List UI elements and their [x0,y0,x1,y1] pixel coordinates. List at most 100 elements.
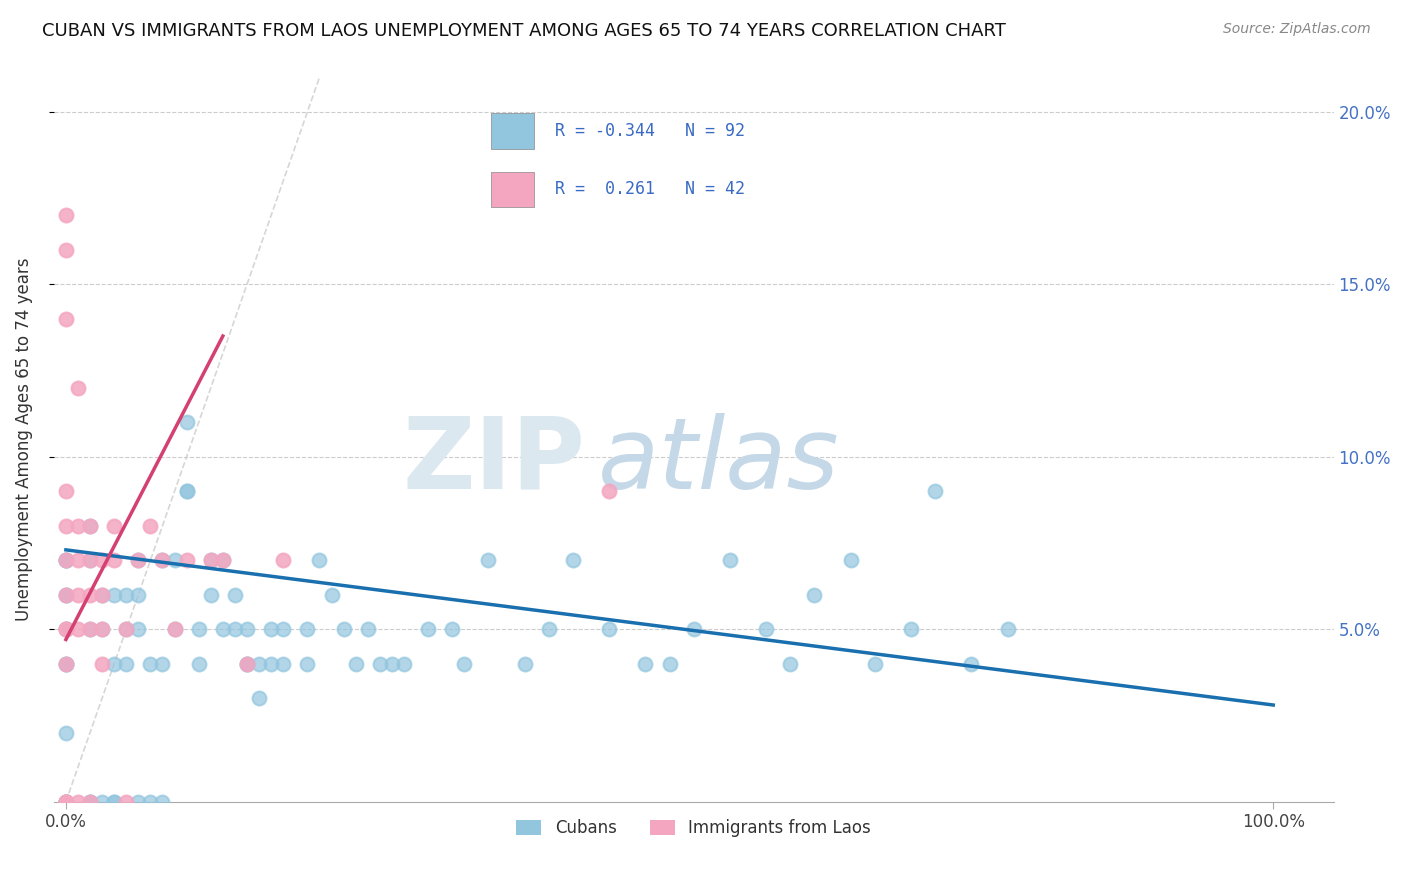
Point [55,518,77,533]
Point [55,795,77,809]
Point [103,518,125,533]
Point [152,657,174,671]
Point [79,518,101,533]
Point [139,795,162,809]
Text: ZIP: ZIP [402,413,585,509]
Point [55,622,77,636]
Point [537,622,560,636]
Point [297,622,319,636]
Point [453,657,475,671]
Point [803,588,825,602]
Point [416,622,439,636]
Point [163,622,186,636]
Point [634,657,657,671]
Point [139,657,162,671]
Point [900,622,922,636]
Point [297,657,319,671]
Point [236,657,259,671]
Point [103,553,125,567]
Point [103,795,125,809]
Point [357,622,380,636]
Point [79,795,101,809]
Point [200,553,222,567]
Point [91,553,114,567]
Point [562,553,585,567]
Point [260,657,283,671]
Point [658,657,681,671]
Point [55,553,77,567]
Point [271,657,294,671]
Point [55,657,77,671]
Point [392,657,415,671]
Point [163,553,186,567]
Point [598,484,620,499]
Point [55,622,77,636]
Point [224,588,246,602]
Point [176,484,198,499]
Point [91,795,114,809]
Point [224,622,246,636]
Point [79,518,101,533]
Point [55,657,77,671]
Point [718,553,741,567]
Point [91,657,114,671]
Point [212,553,235,567]
Point [127,553,149,567]
Point [247,657,270,671]
Point [176,553,198,567]
Point [139,518,162,533]
Point [55,243,77,257]
Point [271,553,294,567]
Point [55,795,77,809]
Point [79,622,101,636]
Point [103,795,125,809]
Point [260,622,283,636]
Point [332,622,354,636]
Point [163,622,186,636]
Point [115,622,138,636]
Point [598,622,620,636]
Point [863,657,886,671]
Point [115,588,138,602]
Legend: Cubans, Immigrants from Laos: Cubans, Immigrants from Laos [510,813,877,844]
Point [755,622,778,636]
Text: atlas: atlas [598,413,839,509]
Point [66,381,89,395]
Point [176,415,198,429]
Point [66,588,89,602]
Text: Source: ZipAtlas.com: Source: ZipAtlas.com [1223,22,1371,37]
Point [91,588,114,602]
Point [103,657,125,671]
Point [271,622,294,636]
Point [55,553,77,567]
Point [79,795,101,809]
Point [55,588,77,602]
Point [55,795,77,809]
Point [997,622,1019,636]
Point [66,795,89,809]
Point [79,622,101,636]
Point [187,657,209,671]
Point [236,657,259,671]
Point [308,553,330,567]
Point [79,795,101,809]
Point [55,795,77,809]
Point [200,553,222,567]
Point [152,553,174,567]
Point [960,657,983,671]
Point [924,484,946,499]
Point [152,553,174,567]
Point [368,657,391,671]
Point [321,588,343,602]
Point [381,657,404,671]
Point [513,657,536,671]
Point [187,622,209,636]
Point [682,622,704,636]
Point [66,518,89,533]
Point [127,588,149,602]
Point [441,622,464,636]
Point [247,691,270,706]
Point [212,553,235,567]
Point [91,622,114,636]
Point [91,588,114,602]
